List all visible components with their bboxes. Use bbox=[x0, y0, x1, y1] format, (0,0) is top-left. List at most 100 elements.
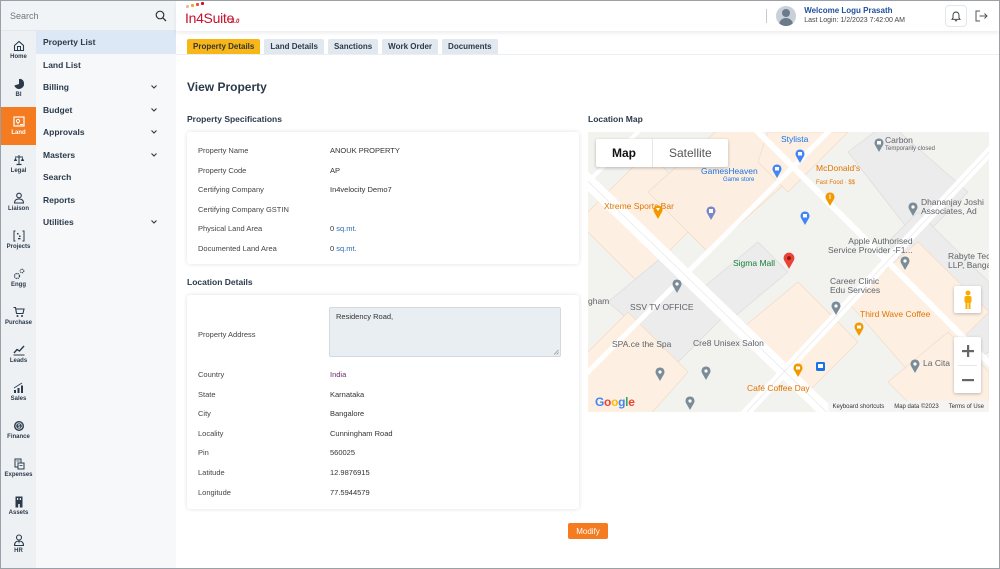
poi-dhananjay[interactable]: Dhananjay Joshi Associates, Ad bbox=[921, 198, 984, 216]
poi-cafe-coffee-day[interactable]: Café Coffee Day bbox=[747, 383, 810, 393]
chevron-down-icon bbox=[151, 220, 157, 225]
app-logo[interactable]: In4Suite 4.0 bbox=[185, 2, 255, 29]
rail-item-liaison[interactable]: Liaison bbox=[1, 183, 36, 221]
person-icon bbox=[13, 192, 24, 204]
location-marker-icon[interactable] bbox=[783, 252, 795, 269]
poi-label: Dhananjay Joshi bbox=[921, 197, 984, 207]
rail-item-home[interactable]: Home bbox=[1, 31, 36, 69]
submenu-item-masters[interactable]: Masters bbox=[36, 144, 176, 167]
spec-card: Property Name ANOUK PROPERTY Property Cod… bbox=[187, 132, 579, 264]
place-pin-icon bbox=[910, 359, 920, 373]
map-type-map-button[interactable]: Map bbox=[612, 146, 636, 160]
field-value: 77.5944579 bbox=[330, 487, 370, 497]
rail-item-assets[interactable]: Assets bbox=[1, 487, 36, 525]
row-documented-area: Documented Land Area 0 sq.mt. bbox=[198, 242, 357, 254]
tab-divider bbox=[176, 54, 999, 55]
submenu-label: Land List bbox=[43, 59, 81, 70]
tab-work-order[interactable]: Work Order bbox=[382, 39, 439, 54]
poi-mcdonalds[interactable]: McDonald's Fast Food · $$ bbox=[816, 164, 860, 188]
tab-sanctions[interactable]: Sanctions bbox=[327, 39, 379, 54]
submenu-item-reports[interactable]: Reports bbox=[36, 189, 176, 212]
submenu-item-land-list[interactable]: Land List bbox=[36, 54, 176, 77]
submenu-label: Budget bbox=[43, 104, 73, 115]
rail-item-expenses[interactable]: Expenses bbox=[1, 449, 36, 487]
poi-label: GamesHeaven bbox=[701, 166, 758, 176]
modify-button[interactable]: Modify bbox=[568, 523, 608, 539]
search-input[interactable] bbox=[10, 10, 140, 21]
row-physical-area: Physical Land Area 0 sq.mt. bbox=[198, 222, 357, 234]
row-property-address: Property Address bbox=[198, 328, 330, 340]
rail-label: Land bbox=[11, 130, 26, 136]
avatar[interactable] bbox=[776, 6, 797, 26]
property-address-textarea[interactable]: Residency Road, bbox=[329, 307, 561, 357]
receipt-icon bbox=[14, 458, 24, 470]
row-locality: Locality Cunningham Road bbox=[198, 427, 393, 439]
rail-item-hr[interactable]: HR bbox=[1, 525, 36, 563]
poi-label: Career Clinic bbox=[830, 276, 880, 286]
tab-documents[interactable]: Documents bbox=[442, 39, 498, 54]
submenu-label: Billing bbox=[43, 82, 69, 93]
tab-property-details[interactable]: Property Details bbox=[187, 39, 261, 54]
rail-item-engg[interactable]: Engg bbox=[1, 259, 36, 297]
submenu-item-utilities[interactable]: Utilities bbox=[36, 211, 176, 234]
cafe-pin-icon bbox=[793, 363, 803, 377]
field-label: Pin bbox=[198, 447, 209, 457]
rail-item-bi[interactable]: BI bbox=[1, 69, 36, 107]
map-type-satellite-button[interactable]: Satellite bbox=[652, 139, 728, 167]
poi-rabyte[interactable]: Rabyte Tec LLP, Banga bbox=[948, 252, 989, 270]
row-city: City Bangalore bbox=[198, 407, 364, 419]
poi-stylista[interactable]: Stylista bbox=[781, 134, 809, 144]
poi-status: Temporarily closed bbox=[885, 146, 936, 152]
header-divider bbox=[766, 9, 768, 23]
property-tabs: Property Details Land Details Sanctions … bbox=[187, 39, 498, 54]
rail-label: HR bbox=[14, 548, 23, 554]
poi-games-heaven[interactable]: GamesHeaven Game store bbox=[701, 167, 758, 185]
poi-career-clinic[interactable]: Career Clinic Edu Services bbox=[830, 277, 880, 295]
row-country: Country India bbox=[198, 368, 346, 380]
location-map[interactable]: Map Satellite Stylista Carbon Temporarily… bbox=[588, 132, 989, 412]
poi-ssv-tv-office[interactable]: SSV TV OFFICE bbox=[630, 302, 694, 312]
rail-item-land[interactable]: Land bbox=[1, 107, 36, 145]
field-label: Certifying Company bbox=[198, 184, 264, 194]
submenu-item-property-list[interactable]: Property List bbox=[36, 31, 176, 54]
rail-item-leads[interactable]: Leads bbox=[1, 335, 36, 373]
rail-item-legal[interactable]: Legal bbox=[1, 145, 36, 183]
submenu-item-billing[interactable]: Billing bbox=[36, 76, 176, 99]
rail-item-purchase[interactable]: Purchase bbox=[1, 297, 36, 335]
terms-of-use-link[interactable]: Terms of Use bbox=[948, 403, 984, 410]
search-icon[interactable] bbox=[155, 10, 167, 22]
submenu-item-budget[interactable]: Budget bbox=[36, 99, 176, 122]
poi-sigma-mall[interactable]: Sigma Mall bbox=[733, 258, 776, 268]
logout-button[interactable] bbox=[973, 8, 989, 24]
poi-carbon[interactable]: Carbon Temporarily closed bbox=[885, 136, 935, 154]
poi-third-wave-coffee[interactable]: Third Wave Coffee bbox=[860, 309, 931, 319]
tab-land-details[interactable]: Land Details bbox=[264, 39, 324, 54]
rail-item-sales[interactable]: Sales bbox=[1, 373, 36, 411]
user-info: Welcome Logu Prasath Last Login: 1/2/202… bbox=[804, 6, 905, 26]
poi-xtreme-sports-bar[interactable]: Xtreme Sports Bar bbox=[604, 201, 674, 211]
submenu-item-search[interactable]: Search bbox=[36, 166, 176, 189]
street-view-pegman[interactable] bbox=[954, 286, 981, 313]
submenu-item-approvals[interactable]: Approvals bbox=[36, 121, 176, 144]
rail-item-projects[interactable]: Projects bbox=[1, 221, 36, 259]
resize-grip-icon[interactable] bbox=[553, 349, 559, 355]
zoom-out-button[interactable] bbox=[954, 366, 981, 394]
poi-apple-service[interactable]: Apple Authorised Service Provider -F1... bbox=[828, 237, 913, 255]
poi-spa[interactable]: SPA.ce the Spa bbox=[612, 339, 672, 349]
notifications-button[interactable] bbox=[945, 5, 967, 27]
poi-la-cita[interactable]: La Cita bbox=[923, 358, 950, 368]
row-certifying-gstin: Certifying Company GSTIN bbox=[198, 203, 330, 215]
field-value: India bbox=[330, 369, 347, 379]
bus-stop-icon bbox=[816, 362, 825, 371]
poi-cre8[interactable]: Cre8 Unisex Salon bbox=[693, 338, 764, 348]
transit-pin-icon bbox=[706, 206, 716, 220]
place-pin-icon bbox=[655, 367, 665, 381]
google-logo[interactable]: Google bbox=[595, 395, 635, 409]
zoom-in-button[interactable] bbox=[954, 337, 981, 365]
field-value: 12.9876915 bbox=[330, 467, 370, 477]
row-property-name: Property Name ANOUK PROPERTY bbox=[198, 144, 400, 156]
rail-item-finance[interactable]: $ Finance bbox=[1, 411, 36, 449]
cart-icon bbox=[13, 306, 25, 317]
building-icon bbox=[15, 496, 22, 508]
keyboard-shortcuts-link[interactable]: Keyboard shortcuts bbox=[832, 403, 885, 410]
